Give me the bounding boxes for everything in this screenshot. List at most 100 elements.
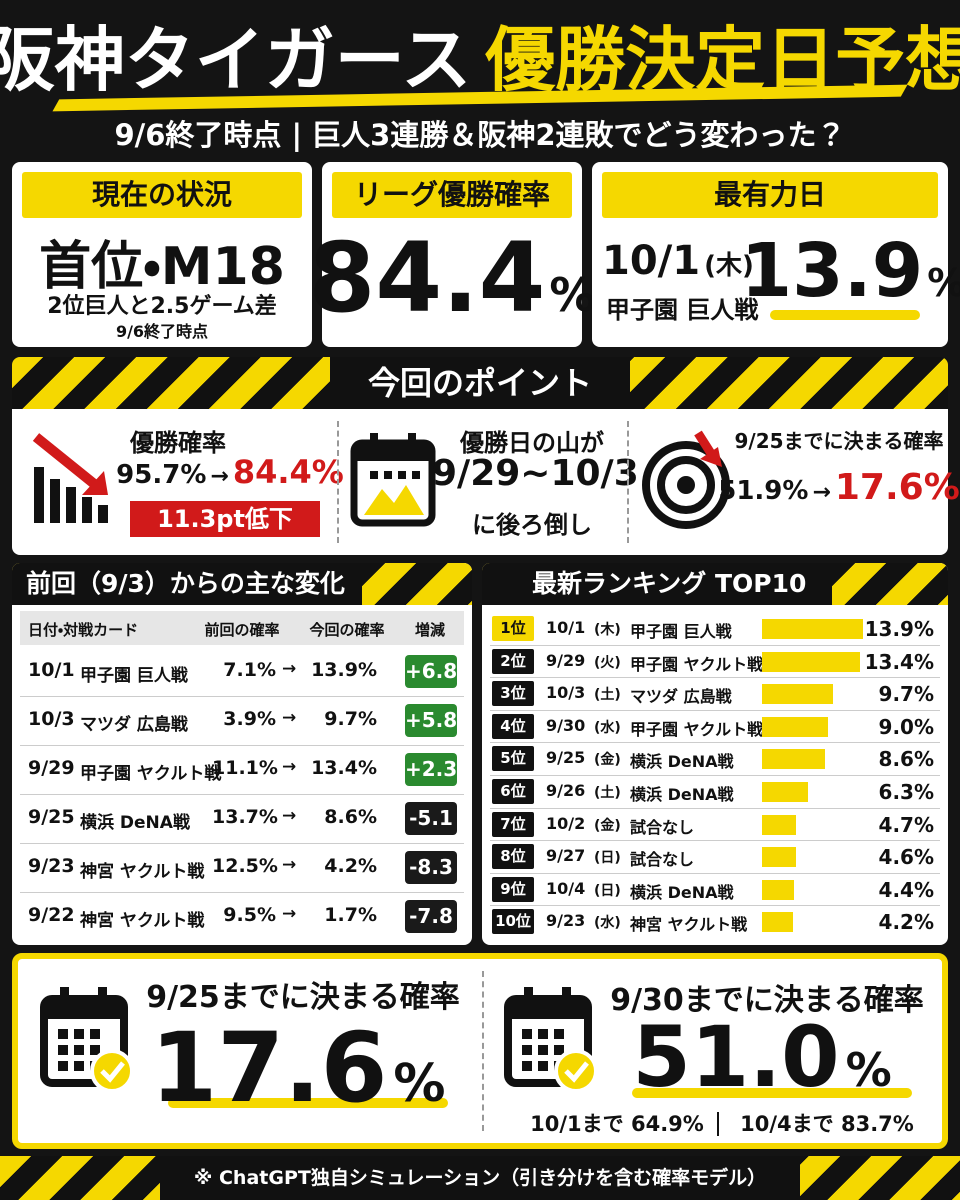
change-card: マツダ 広島戦: [80, 715, 188, 735]
footer-note: ※ ChatGPT独自シミュレーション（引き分けを含む確率モデル）: [160, 1156, 800, 1200]
column-header: 増減: [414, 621, 445, 639]
bottom-title: 9/25までに決まる確率: [146, 980, 460, 1015]
row-rule: [490, 872, 940, 874]
rank-card: 神宮 ヤクルト戦: [630, 915, 748, 935]
bottom-value-row: 17.6%: [128, 1012, 468, 1124]
rank-bar: [762, 912, 793, 933]
row-rule: [20, 696, 464, 697]
row-rule: [20, 794, 464, 795]
row-rule: [490, 644, 940, 646]
arrow: →: [282, 855, 297, 875]
rank-day: (土): [594, 785, 621, 801]
row-rule: [490, 905, 940, 907]
rank-date: 10/3: [546, 683, 586, 703]
rank-value: 4.4%: [878, 877, 934, 902]
rank-bar: [762, 716, 828, 737]
bottom-value: 51.0: [632, 1008, 840, 1106]
rank-date: 9/26: [546, 781, 586, 800]
rank-card: 甲子園 ヤクルト戦: [630, 719, 764, 739]
delta-badge: -8.3: [405, 851, 457, 884]
rank-badge: 6位: [492, 779, 534, 804]
points-panel: 優勝確率 95.7% → 84.4% 11.3pt低下 優勝日の山が 9/29~…: [12, 409, 960, 555]
rank-bar: [762, 847, 796, 868]
rank-badge: 7位: [492, 811, 534, 837]
after: 17.6%: [834, 467, 960, 508]
change-date: 9/29: [28, 757, 75, 779]
prev-prob: 7.1%: [223, 659, 276, 681]
peak-sub: に後ろ倒し: [472, 511, 592, 539]
arrow: →: [812, 480, 831, 505]
rank-badge: 1位: [492, 616, 534, 641]
point-label: 9/25までに決まる確率: [734, 429, 944, 453]
point-label: 優勝日の山が: [460, 429, 604, 457]
now-prob: 1.7%: [324, 904, 377, 926]
rank-day: (金): [594, 752, 621, 769]
rank-date: 9/29: [546, 650, 586, 670]
now-prob: 4.2%: [324, 855, 377, 877]
rank-value: 4.2%: [878, 910, 934, 935]
ranking-title: 最新ランキング TOP10: [482, 563, 832, 605]
decline-badge: 11.3pt低下: [130, 501, 320, 537]
rank-bar: [762, 684, 833, 705]
rank-date: 9/25: [546, 748, 586, 768]
delta-badge: +5.8: [405, 704, 457, 737]
note-separator: [717, 1112, 719, 1136]
probability-card: リーグ優勝確率 84.4 %: [309, 162, 595, 347]
rank-date: 9/23: [546, 911, 586, 931]
calendar-icon: [350, 433, 436, 527]
before: 95.7%: [116, 460, 207, 490]
prev-prob: 11.1%: [212, 757, 278, 779]
rank-date: 9/30: [546, 715, 586, 735]
rank-day: (日): [594, 882, 621, 899]
rank-card: マツダ 広島戦: [630, 687, 732, 707]
rank-day: (木): [594, 622, 621, 638]
prev-prob: 3.9%: [223, 708, 276, 730]
column-header: 今回の確率: [309, 621, 385, 639]
row-rule: [490, 709, 940, 711]
rank-date: 10/4: [546, 878, 586, 898]
change-date: 9/22: [28, 904, 75, 926]
row-rule: [20, 843, 464, 844]
top-day: (木): [704, 251, 754, 281]
status-card: 現在の状況 首位・M18 2位巨人と2.5ゲーム差 9/6終了時点: [12, 162, 312, 347]
rank-bar: [762, 782, 808, 802]
rank-value: 9.0%: [878, 714, 934, 739]
changes-panel: 前回（9/3）からの主な変化 日付・対戦カード 前回の確率 今回の確率 増減 10/1 甲…: [12, 563, 472, 945]
divider: [337, 421, 339, 543]
change-date: 10/1: [28, 659, 75, 681]
subtitle: 9/6終了時点 | 巨人3連勝＆阪神2連敗でどう変わった？: [114, 118, 846, 152]
rank-date: 9/27: [546, 846, 586, 866]
calendar-check-icon: [40, 987, 134, 1093]
row-rule: [490, 775, 940, 776]
rank-card: 甲子園 ヤクルト戦: [630, 654, 764, 674]
rank-value: 4.7%: [878, 812, 934, 837]
bottom-note: 10/4まで 83.7%: [740, 1112, 914, 1136]
column-header: 前回の確率: [204, 621, 280, 639]
change-card: 神宮 ヤクルト戦: [80, 911, 205, 931]
rank-badge: 3位: [492, 681, 534, 707]
now-prob: 13.4%: [311, 757, 377, 779]
value-underline: [168, 1098, 448, 1108]
now-prob: 8.6%: [324, 806, 377, 828]
change-card: 横浜 DeNA戦: [80, 813, 190, 833]
rank-value: 13.4%: [864, 649, 934, 674]
rank-badge: 5位: [492, 746, 534, 772]
rank-day: (水): [594, 915, 621, 932]
rank-badge: 8位: [492, 844, 534, 870]
bottom-value: 17.6: [150, 1012, 388, 1124]
rank-date: 10/2: [546, 813, 586, 833]
now-prob: 9.7%: [324, 708, 377, 730]
header: 阪神タイガース 優勝決定日予想: [0, 0, 960, 112]
arrow: →: [282, 806, 297, 826]
rank-bar: [762, 749, 825, 770]
top-venue: 甲子園 巨人戦: [606, 296, 759, 324]
points-title: 今回のポイント: [330, 357, 630, 409]
rank-badge: 9位: [492, 876, 534, 902]
point-label: 優勝確率: [130, 429, 226, 457]
row-rule: [490, 677, 940, 679]
bottom-unit: %: [845, 1043, 892, 1097]
row-rule: [490, 840, 940, 842]
row-rule: [20, 745, 464, 746]
